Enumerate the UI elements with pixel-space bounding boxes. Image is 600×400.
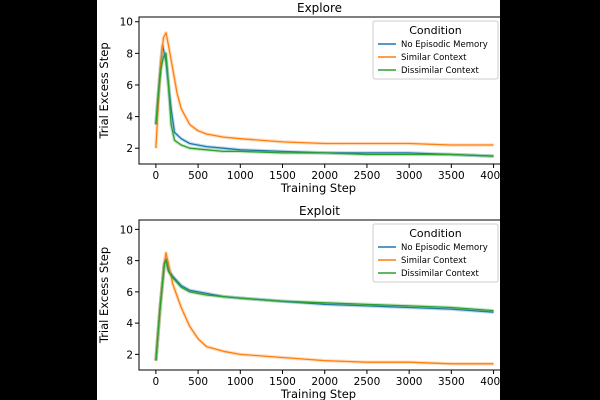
chart-1: Explore 0 500 1000 1500 2000 2500 3000 3500 4000 2… — [97, 1, 500, 195]
chart-1-legend-box — [372, 20, 499, 80]
chart-1-legend-label-1: No Episodic Memory — [401, 40, 488, 50]
chart-1-ytick-label: 6 — [126, 80, 133, 92]
chart-2-series-line-2 — [155, 252, 494, 365]
chart-2-legend-box — [372, 223, 499, 283]
chart-2-series-line-3 — [155, 259, 494, 361]
chart-1-series-line-3 — [155, 52, 494, 157]
chart-2-ytick-label: 2 — [126, 349, 133, 361]
chart-1-xtick-label: 3500 — [438, 170, 465, 182]
chart-1-xtick-label: 0 — [153, 170, 160, 182]
chart-1-legend-label-3: Dissimilar Context — [401, 66, 479, 76]
chart-1-xtick-label: 2500 — [354, 170, 381, 182]
chart-1-legend-label-2: Similar Context — [401, 53, 467, 63]
chart-2-ytick-label: 8 — [126, 256, 133, 268]
chart-2-xtick-label: 2500 — [354, 376, 381, 388]
chart-1-ylabel: Trial Excess Step — [97, 42, 111, 139]
chart-2-xtick-label: 3000 — [396, 376, 423, 388]
chart-1-legend-title: Condition — [409, 24, 462, 37]
chart-2-ytick-label: 4 — [126, 318, 133, 330]
chart-2-axes-frame — [138, 219, 500, 371]
chart-2-ytick-label: 6 — [126, 287, 133, 299]
chart-2-xtick-label: 500 — [188, 376, 208, 388]
chart-1-xtick-label: 1000 — [227, 170, 254, 182]
chart-2-xtick-label: 1000 — [227, 376, 254, 388]
chart-2-xlabel: Training Step — [280, 387, 356, 400]
chart-2-xtick-label: 0 — [153, 376, 160, 388]
chart-1-ytick-label: 8 — [126, 48, 133, 60]
chart-2-xtick-label: 1500 — [269, 376, 296, 388]
chart-2-ylabel: Trial Excess Step — [97, 247, 111, 344]
chart-2-plot-area — [154, 251, 494, 366]
chart-1-series-line-2 — [155, 32, 494, 149]
chart-2-xtick-label: 2000 — [311, 376, 338, 388]
chart-1-xtick-label: 500 — [188, 170, 208, 182]
chart-2-legend-title: Condition — [409, 227, 462, 240]
chart-2-xtick-label: 4000 — [480, 376, 500, 388]
chart-2: Exploit 0 500 1000 1500 2000 2500 3000 3500 4000 2… — [97, 204, 500, 400]
chart-1-legend: Condition No Episodic Memory Similar Conte… — [372, 20, 499, 80]
chart-2-legend: Condition No Episodic Memory Similar Conte… — [372, 223, 499, 283]
chart-2-legend-label-2: Similar Context — [401, 256, 467, 266]
chart-2-legend-label-3: Dissimilar Context — [401, 269, 479, 279]
chart-1-ytick-label: 2 — [126, 143, 133, 155]
figure-canvas: Explore050010001500200025003000350040002… — [97, 1, 500, 400]
chart-1-xtick-label: 3000 — [396, 170, 423, 182]
chart-2-ytick-label: 10 — [120, 224, 133, 236]
chart-1-ytick-label: 4 — [126, 112, 133, 124]
chart-2-xtick-label: 3500 — [438, 376, 465, 388]
chart-1-ytick-label: 10 — [120, 17, 133, 29]
chart-2-title: Exploit — [299, 204, 340, 218]
chart-1-title: Explore — [297, 1, 342, 15]
chart-1-plot-area — [154, 31, 494, 158]
chart-2-legend-label-1: No Episodic Memory — [401, 243, 488, 253]
chart-1-xtick-label: 2000 — [311, 170, 338, 182]
chart-1-xlabel: Training Step — [280, 181, 356, 195]
chart-1-xtick-label: 4000 — [480, 170, 500, 182]
chart-1-xtick-label: 1500 — [269, 170, 296, 182]
chart-1-axes-frame — [138, 16, 500, 165]
